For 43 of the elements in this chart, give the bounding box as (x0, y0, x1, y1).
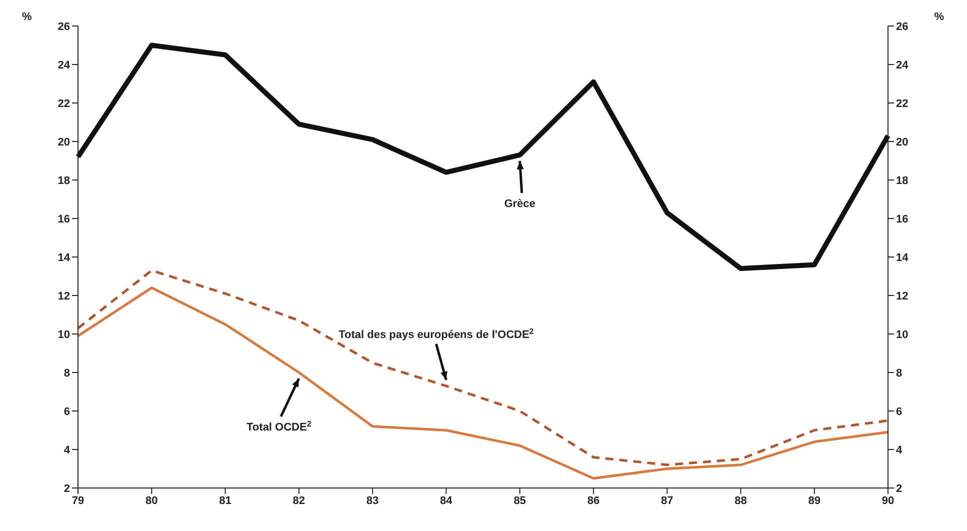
x-tick-label: 79 (72, 494, 84, 507)
annotation: Total des pays européens de l'OCDE$^{2}$ (338, 326, 534, 341)
annotation: Grèce (504, 198, 536, 210)
x-tick-label: 89 (808, 494, 820, 507)
y-axis-title: % (22, 10, 32, 23)
x-tick-label: 88 (734, 494, 747, 507)
x-tick-label: 85 (514, 494, 526, 507)
y2-tick-label: 12 (896, 290, 908, 302)
y2-tick-label: 20 (896, 136, 908, 148)
y-tick-label: 24 (58, 59, 71, 72)
y-tick-label: 12 (58, 290, 70, 302)
y2-tick-label: 16 (896, 213, 908, 226)
y2-tick-label: 6 (896, 406, 902, 418)
y2-tick-label: 2 (896, 482, 902, 495)
x-tick-label: 82 (292, 494, 306, 507)
y2-tick-label: 10 (896, 328, 908, 341)
y2-tick-label: 24 (896, 59, 910, 72)
x-tick-label: 81 (219, 494, 232, 507)
x-tick-label: 80 (146, 494, 158, 507)
x-tick-label: 83 (366, 494, 379, 507)
y-tick-label: 6 (64, 406, 70, 418)
y-tick-label: 2 (64, 482, 70, 495)
y2-tick-label: 26 (896, 20, 908, 33)
y-tick-label: 4 (64, 444, 71, 456)
y-tick-label: 26 (58, 20, 70, 33)
y2-axis-title: % (934, 10, 944, 23)
y2-tick-label: 22 (896, 98, 908, 110)
y-tick-label: 14 (58, 252, 71, 264)
y-tick-label: 8 (64, 367, 70, 380)
y-tick-label: 22 (58, 98, 70, 110)
y2-tick-label: 14 (896, 252, 910, 264)
y-tick-label: 10 (58, 328, 70, 341)
x-tick-label: 86 (587, 494, 600, 507)
annotation: Total OCDE$^{2}$ (246, 419, 312, 434)
x-tick-label: 87 (660, 494, 674, 507)
y2-tick-label: 8 (896, 367, 902, 380)
y-tick-label: 20 (58, 136, 70, 148)
y2-tick-label: 18 (896, 174, 908, 187)
x-tick-label: 84 (440, 494, 454, 507)
y-tick-label: 18 (58, 174, 70, 187)
y2-tick-label: 4 (896, 444, 903, 456)
y-tick-label: 16 (58, 213, 70, 226)
x-tick-label: 90 (882, 494, 894, 507)
